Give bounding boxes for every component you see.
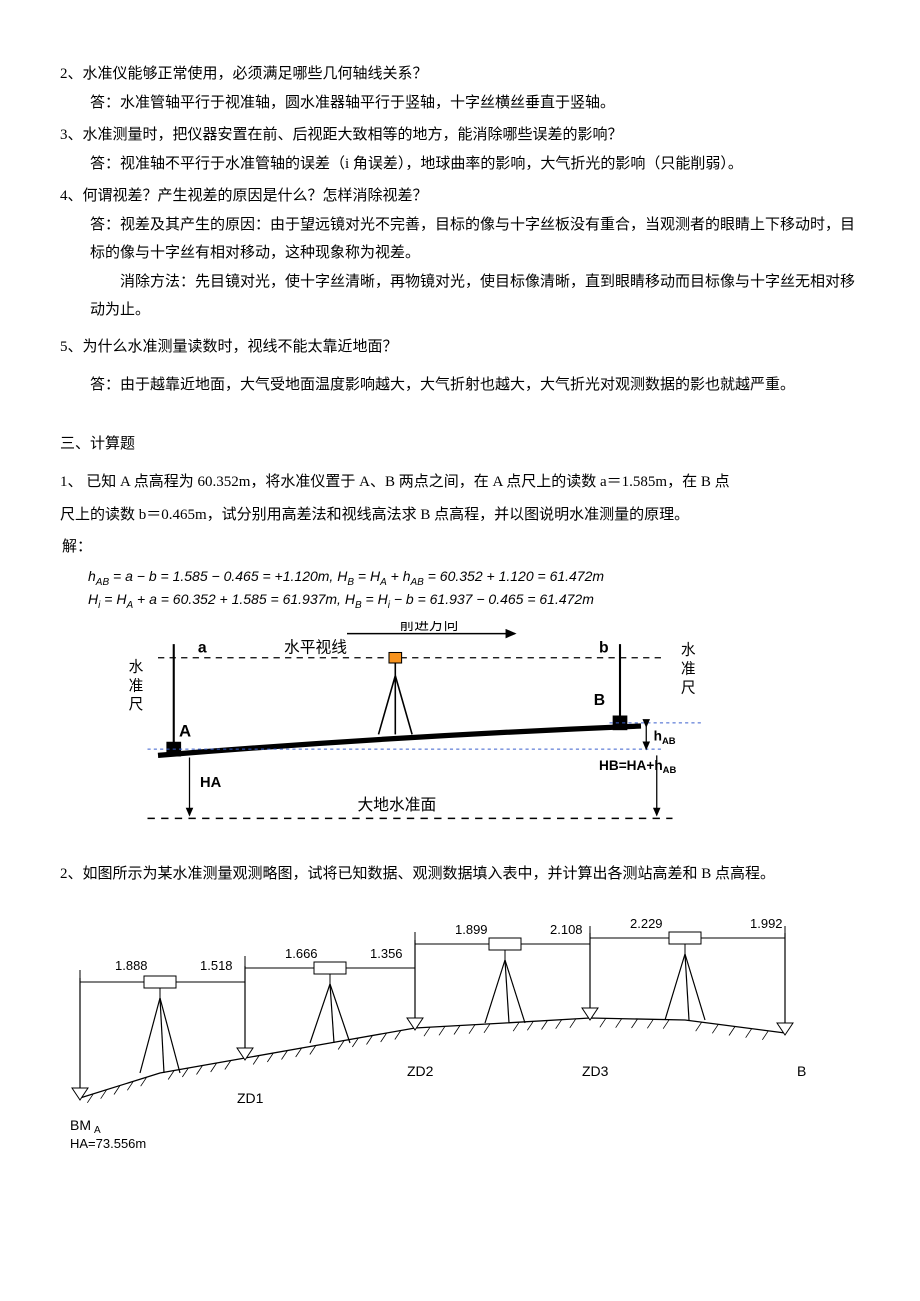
calc2-text: 2、如图所示为某水准测量观测略图，试将已知数据、观测数据填入表中，并计算出各测站…: [60, 860, 860, 889]
svg-text:ZD1: ZD1: [237, 1090, 264, 1106]
point-A-label: A: [179, 722, 191, 741]
answer-4-2: 消除方法：先目镜对光，使十字丝清晰，再物镜对光，使目标像清晰，直到眼睛移动而目标…: [90, 268, 860, 325]
svg-text:A: A: [94, 1125, 101, 1136]
svg-text:1.666: 1.666: [285, 946, 318, 961]
datum-label: 大地水准面: [358, 796, 437, 814]
svg-text:hAB: hAB: [654, 729, 676, 747]
svg-text:1.518: 1.518: [200, 958, 233, 973]
svg-text:2.229: 2.229: [630, 916, 663, 931]
svg-text:HA=73.556m: HA=73.556m: [70, 1136, 146, 1151]
formula-2: Hi = HA + a = 60.352 + 1.585 = 61.937m, …: [88, 589, 860, 613]
svg-text:1.356: 1.356: [370, 946, 403, 961]
calc1-solution-label: 解：: [62, 533, 860, 562]
question-3: 3、水准测量时，把仪器安置在前、后视距大致相等的地方，能消除哪些误差的影响？: [60, 121, 860, 150]
svg-text:1.888: 1.888: [115, 958, 148, 973]
svg-text:ZD3: ZD3: [582, 1063, 609, 1079]
svg-text:HB=HA+hAB: HB=HA+hAB: [599, 758, 676, 776]
svg-text:1.899: 1.899: [455, 922, 488, 937]
horizontal-line-label: 水平视线: [284, 639, 347, 657]
svg-text:2.108: 2.108: [550, 922, 583, 937]
svg-text:准: 准: [681, 661, 696, 678]
svg-text:1.992: 1.992: [750, 916, 783, 931]
calc1-intro-1: 1、 已知 A 点高程为 60.352m，将水准仪置于 A、B 两点之间，在 A…: [60, 468, 860, 497]
leveling-principle-diagram: 前进方向 水平视线 a b 水 准 尺 水 准 尺 A B hAB HB=HA+…: [60, 621, 860, 842]
svg-text:水: 水: [129, 658, 144, 675]
svg-text:尺: 尺: [129, 696, 144, 713]
qa-item-5: 5、为什么水准测量读数时，视线不能太靠近地面？ 答：由于越靠近地面，大气受地面温…: [60, 333, 860, 400]
question-2: 2、水准仪能够正常使用，必须满足哪些几何轴线关系？: [60, 60, 860, 89]
answer-5: 答：由于越靠近地面，大气受地面温度影响越大，大气折射也越大，大气折光对观测数据的…: [90, 371, 860, 400]
question-5: 5、为什么水准测量读数时，视线不能太靠近地面？: [60, 333, 860, 362]
svg-text:准: 准: [129, 677, 144, 694]
svg-text:BM: BM: [70, 1117, 91, 1133]
calc1-formulas: hAB = a − b = 1.585 − 0.465 = +1.120m, H…: [88, 566, 860, 614]
svg-text:B: B: [797, 1063, 806, 1079]
svg-text:ZD2: ZD2: [407, 1063, 434, 1079]
answer-4-1: 答：视差及其产生的原因：由于望远镜对光不完善，目标的像与十字丝板没有重合，当观测…: [90, 211, 860, 268]
qa-item-3: 3、水准测量时，把仪器安置在前、后视距大致相等的地方，能消除哪些误差的影响？ 答…: [60, 121, 860, 178]
forward-label: 前进方向: [400, 621, 459, 633]
formula-1: hAB = a − b = 1.585 − 0.465 = +1.120m, H…: [88, 566, 860, 590]
answer-2: 答：水准管轴平行于视准轴，圆水准器轴平行于竖轴，十字丝横丝垂直于竖轴。: [90, 89, 860, 118]
question-4: 4、何谓视差？产生视差的原因是什么？怎样消除视差？: [60, 182, 860, 211]
a-label: a: [198, 640, 207, 657]
leveling-route-diagram: 1.888 1.518 1.666 1.356 1.899 2.108 2.229 1.992…: [60, 898, 860, 1179]
HA-label: HA: [200, 775, 222, 791]
svg-text:水: 水: [681, 642, 696, 659]
qa-item-2: 2、水准仪能够正常使用，必须满足哪些几何轴线关系？ 答：水准管轴平行于视准轴，圆…: [60, 60, 860, 117]
qa-section: 2、水准仪能够正常使用，必须满足哪些几何轴线关系？ 答：水准管轴平行于视准轴，圆…: [60, 60, 860, 400]
b-label: b: [599, 640, 609, 657]
point-B-label: B: [594, 692, 605, 709]
qa-item-4: 4、何谓视差？产生视差的原因是什么？怎样消除视差？ 答：视差及其产生的原因：由于…: [60, 182, 860, 325]
section-title: 三、计算题: [60, 430, 860, 459]
calc1-intro-2: 尺上的读数 b＝0.465m，试分别用高差法和视线高法求 B 点高程，并以图说明…: [60, 501, 860, 530]
answer-3: 答：视准轴不平行于水准管轴的误差（i 角误差），地球曲率的影响，大气折光的影响（…: [90, 150, 860, 179]
svg-text:尺: 尺: [681, 679, 696, 696]
